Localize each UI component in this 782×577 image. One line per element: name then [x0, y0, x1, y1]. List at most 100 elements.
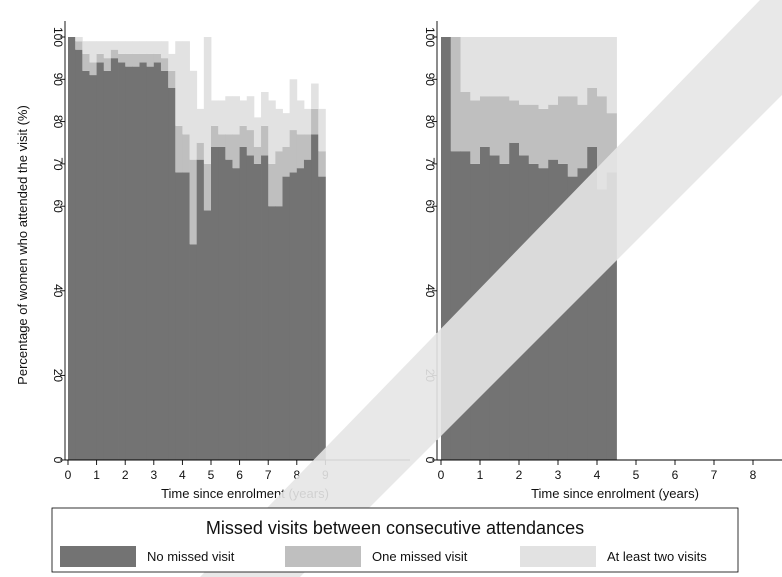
bar-segment-one-missed	[268, 163, 276, 207]
bar-segment-one-missed	[168, 70, 176, 88]
bar-segment-one-missed	[318, 151, 326, 177]
bar-segment-one-missed	[548, 104, 559, 160]
y-tick-label: 0	[51, 457, 65, 464]
bar-segment-one-missed	[528, 104, 539, 164]
y-tick-label: 70	[51, 157, 65, 171]
bar-segment-one-missed	[261, 125, 269, 156]
legend: Missed visits between consecutive attend…	[51, 507, 739, 573]
bar-segment-one-missed	[225, 134, 233, 160]
bar-segment-one-missed	[538, 108, 549, 169]
bar-segment-two-visits	[96, 41, 105, 54]
legend-swatch-two-visits	[520, 546, 596, 567]
bar-segment-no-missed	[189, 244, 198, 460]
bar-segment-one-missed	[509, 100, 520, 143]
bar-segment-one-missed	[577, 104, 588, 169]
bar-segment-no-missed	[153, 62, 162, 460]
draft-watermark	[200, 0, 782, 577]
bar-segment-one-missed	[460, 91, 471, 152]
bar-segment-one-missed	[253, 146, 262, 164]
bar-segment-no-missed	[225, 159, 233, 461]
legend-box	[51, 507, 739, 573]
x-tick-label: 5	[208, 468, 215, 482]
bar-segment-two-visits	[509, 37, 520, 101]
bar-segment-two-visits	[597, 37, 608, 97]
bar-segment-two-visits	[480, 37, 491, 97]
bar-segment-no-missed	[168, 87, 176, 460]
bar-segment-two-visits	[538, 37, 549, 109]
x-tick-label: 4	[594, 468, 601, 482]
bar-segment-one-missed	[282, 146, 291, 177]
bar-segment-no-missed	[218, 146, 226, 461]
y-tick-label: 70	[423, 157, 437, 171]
legend-label-one-missed: One missed visit	[372, 549, 468, 564]
bar-segment-one-missed	[160, 58, 169, 71]
x-tick-label: 0	[65, 468, 72, 482]
bar-segment-two-visits	[318, 108, 326, 152]
bar-segment-no-missed	[132, 66, 140, 461]
bar-segment-one-missed	[232, 134, 240, 169]
y-tick-label: 40	[51, 284, 65, 298]
bar-segment-one-missed	[246, 130, 255, 156]
bar-segment-one-missed	[146, 53, 155, 67]
bar-segment-two-visits	[118, 41, 126, 54]
y-tick-label: 90	[423, 73, 437, 87]
bar-segment-no-missed	[239, 146, 248, 461]
bar-segment-two-visits	[275, 108, 283, 152]
y-tick-label: 40	[423, 284, 437, 298]
bar-segment-one-missed	[499, 96, 510, 164]
bar-segment-one-missed	[587, 87, 598, 147]
bar-segment-two-visits	[587, 37, 598, 88]
bar-segment-two-visits	[153, 41, 162, 54]
bar-segment-one-missed	[82, 53, 90, 71]
bar-segment-two-visits	[89, 41, 97, 63]
bar-segment-two-visits	[146, 41, 155, 54]
bar-segment-two-visits	[606, 37, 617, 114]
bar-segment-no-missed	[261, 155, 269, 460]
bar-segment-two-visits	[203, 37, 212, 164]
bar-segment-no-missed	[311, 134, 319, 461]
bar-segment-two-visits	[82, 41, 90, 54]
bar-segment-no-missed	[203, 210, 212, 460]
bar-segment-two-visits	[567, 37, 578, 97]
bar-segment-one-missed	[175, 125, 183, 173]
bar-segment-two-visits	[175, 41, 183, 126]
bar-segment-two-visits	[489, 37, 500, 97]
y-tick-label: 80	[51, 115, 65, 129]
bar-segment-one-missed	[139, 53, 148, 63]
bar-segment-no-missed	[89, 75, 97, 460]
x-tick-label: 2	[516, 468, 523, 482]
bar-segment-no-missed	[253, 163, 262, 460]
bar-segment-two-visits	[577, 37, 588, 105]
x-tick-label: 8	[750, 468, 757, 482]
bar-segment-no-missed	[175, 172, 183, 461]
bar-segment-two-visits	[548, 37, 559, 105]
bar-segment-no-missed	[182, 172, 190, 461]
bar-segment-two-visits	[470, 37, 481, 101]
bar-segment-two-visits	[261, 91, 269, 126]
bar-segment-two-visits	[218, 100, 226, 135]
bar-segment-no-missed	[289, 172, 298, 461]
x-axis-title: Time since enrolment (years)	[531, 486, 699, 501]
bar-segment-two-visits	[132, 41, 140, 54]
bar-segment-two-visits	[528, 37, 539, 105]
bar-segment-two-visits	[282, 113, 291, 147]
bar-segment-no-missed	[75, 49, 83, 460]
bar-segment-two-visits	[110, 41, 119, 50]
bar-segment-no-missed	[82, 70, 90, 460]
bar-segment-two-visits	[499, 37, 510, 97]
bar-segment-no-missed	[160, 70, 169, 460]
bar-segment-one-missed	[103, 58, 112, 71]
bar-segment-no-missed	[96, 62, 105, 460]
bar-segment-no-missed	[68, 37, 76, 460]
x-tick-label: 8	[293, 468, 300, 482]
legend-swatch-one-missed	[285, 546, 361, 567]
bar-segment-no-missed	[597, 189, 608, 460]
bar-segment-two-visits	[232, 96, 240, 135]
bar-segment-two-visits	[225, 96, 233, 135]
y-tick-label: 100	[51, 27, 65, 47]
x-tick-label: 1	[477, 468, 484, 482]
x-tick-label: 7	[711, 468, 718, 482]
legend-title: Missed visits between consecutive attend…	[206, 518, 584, 538]
bar-segment-no-missed	[118, 62, 126, 460]
bar-segment-two-visits	[519, 37, 530, 105]
